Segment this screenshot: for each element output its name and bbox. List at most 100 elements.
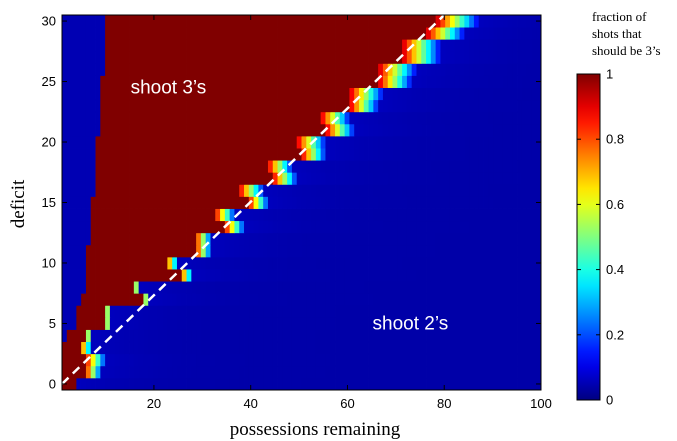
heatmap-cell bbox=[335, 184, 341, 197]
heatmap-cell bbox=[411, 75, 417, 88]
heatmap-cell bbox=[517, 51, 523, 64]
heatmap-cell bbox=[85, 135, 92, 149]
heatmap-cell bbox=[81, 365, 87, 379]
heatmap-cell bbox=[81, 51, 87, 64]
heatmap-cell bbox=[469, 341, 475, 355]
heatmap-cell bbox=[167, 87, 173, 101]
heatmap-cell bbox=[248, 123, 254, 137]
heatmap-cell bbox=[105, 99, 111, 113]
heatmap-cell bbox=[138, 15, 144, 28]
heatmap-cell bbox=[167, 305, 173, 318]
heatmap-cell bbox=[100, 365, 106, 379]
heatmap-cell bbox=[200, 317, 207, 330]
heatmap-cell bbox=[248, 160, 254, 173]
heatmap-cell bbox=[124, 256, 130, 270]
heatmap-cell bbox=[220, 75, 226, 88]
heatmap-cell bbox=[536, 341, 542, 355]
heatmap-cell bbox=[81, 172, 87, 185]
heatmap-cell bbox=[229, 111, 235, 125]
heatmap-cell bbox=[90, 172, 96, 185]
heatmap-cell bbox=[416, 353, 422, 367]
heatmap-cell bbox=[90, 293, 96, 306]
heatmap-cell bbox=[162, 111, 168, 125]
heatmap-cell bbox=[344, 377, 350, 391]
heatmap-cell bbox=[406, 172, 413, 185]
heatmap-cell bbox=[71, 87, 77, 101]
heatmap-cell bbox=[459, 244, 465, 258]
heatmap-cell bbox=[109, 148, 116, 161]
heatmap-cell bbox=[191, 196, 197, 209]
heatmap-row bbox=[62, 63, 542, 76]
heatmap-cell bbox=[454, 27, 460, 40]
heatmap-cell bbox=[133, 63, 140, 76]
heatmap-cell bbox=[497, 281, 504, 294]
heatmap-cell bbox=[469, 196, 475, 209]
heatmap-cell bbox=[85, 15, 92, 28]
heatmap-cell bbox=[459, 51, 465, 64]
heatmap-cell bbox=[483, 87, 489, 101]
heatmap-cell bbox=[449, 63, 456, 76]
heatmap-cell bbox=[349, 341, 355, 355]
heatmap-cell bbox=[186, 15, 192, 28]
heatmap-cell bbox=[272, 220, 278, 234]
heatmap-cell bbox=[426, 51, 432, 64]
heatmap-cell bbox=[205, 329, 211, 343]
heatmap-cell bbox=[301, 123, 307, 137]
heatmap-cell bbox=[349, 317, 355, 330]
heatmap-row bbox=[62, 269, 542, 282]
heatmap-cell bbox=[306, 208, 312, 222]
heatmap-cell bbox=[406, 39, 413, 52]
heatmap-cell bbox=[301, 184, 307, 197]
heatmap-cell bbox=[95, 51, 101, 64]
heatmap-cell bbox=[397, 63, 403, 76]
heatmap-cell bbox=[354, 160, 360, 173]
heatmap-cell bbox=[66, 232, 72, 246]
heatmap-cell bbox=[196, 269, 202, 282]
heatmap-cell bbox=[493, 377, 499, 391]
heatmap-cell bbox=[162, 63, 168, 76]
heatmap-cell bbox=[521, 184, 528, 197]
heatmap-cell bbox=[119, 317, 125, 330]
heatmap-cell bbox=[119, 27, 125, 40]
heatmap-cell bbox=[464, 39, 470, 52]
heatmap-cell bbox=[521, 269, 528, 282]
heatmap-cell bbox=[339, 196, 346, 209]
heatmap-cell bbox=[258, 220, 264, 234]
heatmap-cell bbox=[90, 353, 96, 367]
heatmap-cell bbox=[287, 111, 293, 125]
heatmap-cell bbox=[258, 293, 264, 306]
heatmap-cell bbox=[426, 256, 432, 270]
heatmap-cell bbox=[224, 305, 231, 318]
heatmap-cell bbox=[95, 135, 101, 149]
heatmap-cell bbox=[224, 317, 231, 330]
heatmap-cell bbox=[521, 75, 528, 88]
heatmap-cell bbox=[493, 75, 499, 88]
heatmap-cell bbox=[176, 27, 183, 40]
heatmap-cell bbox=[263, 353, 269, 367]
heatmap-cell bbox=[253, 87, 259, 101]
heatmap-cell bbox=[483, 341, 489, 355]
heatmap-cell bbox=[239, 39, 245, 52]
heatmap-cell bbox=[382, 135, 389, 149]
heatmap-cell bbox=[406, 196, 413, 209]
heatmap-cell bbox=[502, 63, 508, 76]
heatmap-cell bbox=[344, 317, 350, 330]
heatmap-cell bbox=[282, 51, 288, 64]
heatmap-cell bbox=[220, 27, 226, 40]
heatmap-cell bbox=[244, 232, 250, 246]
heatmap-cell bbox=[239, 172, 245, 185]
heatmap-cell bbox=[426, 208, 432, 222]
heatmap-cell bbox=[71, 244, 77, 258]
heatmap-cell bbox=[406, 220, 413, 234]
heatmap-cell bbox=[196, 232, 202, 246]
heatmap-cell bbox=[325, 377, 331, 391]
heatmap-cell bbox=[445, 123, 451, 137]
heatmap-cell bbox=[325, 27, 331, 40]
heatmap-cell bbox=[459, 27, 465, 40]
heatmap-cell bbox=[315, 365, 322, 379]
heatmap-cell bbox=[62, 365, 68, 379]
heatmap-cell bbox=[358, 111, 365, 125]
heatmap-cell bbox=[244, 15, 250, 28]
heatmap-cell bbox=[258, 281, 264, 294]
heatmap-cell bbox=[114, 353, 120, 367]
